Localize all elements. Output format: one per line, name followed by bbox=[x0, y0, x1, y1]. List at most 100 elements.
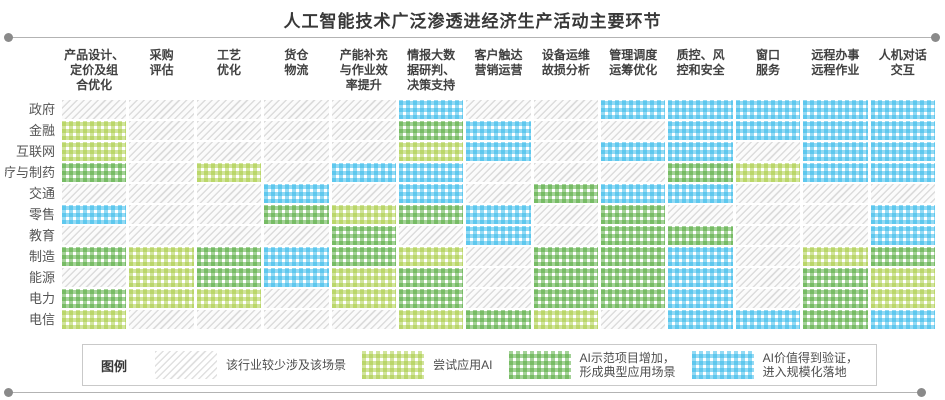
heatmap-cell bbox=[331, 205, 396, 224]
heatmap-cell bbox=[735, 142, 801, 161]
column-header: 远程办事 远程作业 bbox=[811, 48, 860, 77]
heatmap-cell bbox=[601, 268, 666, 287]
heatmap-cell bbox=[331, 289, 396, 308]
heatmap-cell bbox=[62, 100, 127, 119]
heatmap-cell bbox=[533, 163, 599, 182]
heatmap-cell bbox=[62, 142, 127, 161]
heatmap-cell bbox=[129, 226, 194, 245]
heatmap-cell bbox=[129, 142, 194, 161]
heatmap-cell bbox=[264, 121, 329, 140]
heatmap-cell bbox=[196, 289, 262, 308]
heatmap-cell bbox=[196, 205, 262, 224]
heatmap-cell bbox=[601, 205, 666, 224]
heatmap-cell bbox=[466, 142, 531, 161]
industry-label: 制造 bbox=[28, 249, 55, 264]
column-header: 产品设计、 定价及组 合优化 bbox=[64, 48, 125, 92]
rule-endpoint-dot bbox=[4, 388, 13, 397]
column-header: 人机对话 交互 bbox=[878, 48, 927, 77]
heatmap-cell bbox=[735, 184, 801, 203]
heatmap-cell bbox=[870, 226, 935, 245]
heatmap-cell bbox=[196, 184, 262, 203]
heatmap-cell bbox=[196, 163, 262, 182]
heatmap-cell bbox=[735, 226, 801, 245]
heatmap-cell bbox=[601, 310, 666, 329]
heatmap-cell bbox=[196, 226, 262, 245]
heatmap-cell bbox=[803, 247, 868, 266]
legend-swatch bbox=[362, 351, 425, 379]
heatmap-cell bbox=[264, 226, 329, 245]
heatmap-cell bbox=[398, 163, 464, 182]
industry-label: 教育 bbox=[28, 228, 55, 243]
heatmap-cell bbox=[331, 310, 396, 329]
heatmap-cell bbox=[735, 289, 801, 308]
heatmap-cell bbox=[870, 184, 935, 203]
heatmap-cell bbox=[62, 163, 127, 182]
heatmap-cell bbox=[264, 310, 329, 329]
heatmap-cell bbox=[533, 310, 599, 329]
industry-label: 金融 bbox=[28, 123, 55, 138]
industry-label: 能源 bbox=[28, 270, 55, 285]
heatmap-cell bbox=[870, 121, 935, 140]
heatmap-cell bbox=[196, 121, 262, 140]
heatmap-cell bbox=[398, 142, 464, 161]
heatmap-cell bbox=[466, 100, 531, 119]
legend-item-label: AI示范项目增加， 形成典型应用场景 bbox=[579, 351, 676, 379]
heatmap-cell bbox=[735, 247, 801, 266]
heatmap-cell bbox=[870, 268, 935, 287]
legend-item-label: 该行业较少涉及该场景 bbox=[226, 358, 347, 372]
heatmap-cell bbox=[398, 100, 464, 119]
heatmap-cell bbox=[601, 247, 666, 266]
heatmap-cell bbox=[668, 163, 733, 182]
heatmap-cell bbox=[62, 121, 127, 140]
heatmap-cell bbox=[466, 247, 531, 266]
heatmap-cell bbox=[331, 163, 396, 182]
heatmap-cell bbox=[533, 121, 599, 140]
heatmap-cell bbox=[129, 184, 194, 203]
heatmap-cell bbox=[601, 100, 666, 119]
column-header: 采购 评估 bbox=[149, 48, 174, 77]
heatmap-cell bbox=[803, 268, 868, 287]
legend-item: AI价值得到验证， 进入规模化落地 bbox=[691, 351, 858, 379]
heatmap-cell bbox=[62, 184, 127, 203]
heatmap-cell bbox=[129, 289, 194, 308]
heatmap-cell bbox=[668, 184, 733, 203]
heatmap-cell bbox=[735, 205, 801, 224]
heatmap-cell bbox=[331, 121, 396, 140]
legend-item-label: AI价值得到验证， 进入规模化落地 bbox=[762, 351, 858, 379]
heatmap-cell bbox=[668, 310, 733, 329]
heatmap-cell bbox=[870, 142, 935, 161]
heatmap-cell bbox=[533, 100, 599, 119]
heatmap-cell bbox=[398, 289, 464, 308]
heatmap-cell bbox=[264, 205, 329, 224]
heatmap-cell bbox=[803, 226, 868, 245]
legend-swatch bbox=[508, 351, 571, 379]
column-header: 质控、风 控和安全 bbox=[676, 48, 725, 77]
heatmap-cell bbox=[196, 142, 262, 161]
heatmap-cell bbox=[264, 268, 329, 287]
column-header: 工艺 优化 bbox=[216, 48, 241, 77]
heatmap-cell bbox=[62, 289, 127, 308]
heatmap-cell bbox=[331, 184, 396, 203]
heatmap-cell bbox=[533, 226, 599, 245]
industry-label: 交通 bbox=[28, 186, 55, 201]
heatmap-cell bbox=[129, 163, 194, 182]
heatmap-cell bbox=[735, 310, 801, 329]
heatmap-cell bbox=[62, 226, 127, 245]
heatmap-cell bbox=[466, 268, 531, 287]
heatmap-cell bbox=[870, 163, 935, 182]
legend-swatch bbox=[691, 351, 754, 379]
heatmap-cell bbox=[62, 268, 127, 287]
heatmap-cell bbox=[533, 268, 599, 287]
legend-item-label: 尝试应用AI bbox=[433, 358, 493, 372]
legend: 图例 该行业较少涉及该场景 尝试应用AI AI示范项目增加， 形成典型应用场景 AI价… bbox=[82, 344, 877, 386]
heatmap-cell bbox=[196, 268, 262, 287]
legend-title: 图例 bbox=[101, 358, 128, 374]
heatmap-cell bbox=[803, 310, 868, 329]
heatmap-cell bbox=[331, 268, 396, 287]
heatmap-cell bbox=[735, 268, 801, 287]
column-header: 情报大数 据研判、 决策支持 bbox=[407, 48, 456, 92]
heatmap-cell bbox=[466, 205, 531, 224]
legend-item: 尝试应用AI bbox=[362, 351, 492, 379]
heatmap-cell bbox=[129, 100, 194, 119]
